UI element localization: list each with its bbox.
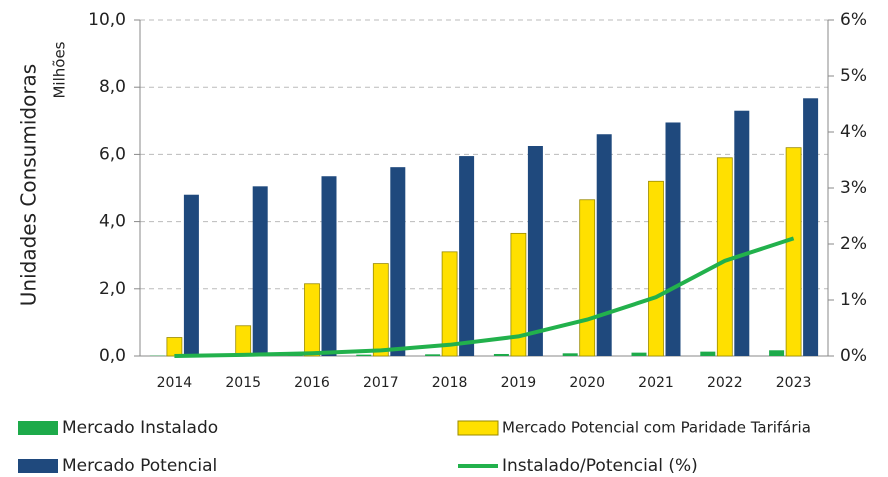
y2-tick-label: 4% xyxy=(840,122,867,142)
x-tick-label: 2023 xyxy=(776,375,812,391)
x-tick-label: 2021 xyxy=(638,375,674,391)
bar xyxy=(493,353,509,356)
y-axis-title: Unidades Consumidoras xyxy=(17,64,41,306)
bar xyxy=(716,157,733,357)
x-tick-label: 2015 xyxy=(225,375,261,391)
y2-tick-label: 5% xyxy=(840,66,867,86)
bar xyxy=(785,147,802,357)
bar xyxy=(390,167,406,356)
legend-swatch xyxy=(18,459,58,473)
y-tick-label: 2,0 xyxy=(99,279,126,299)
line xyxy=(174,236,795,358)
bar xyxy=(631,352,647,356)
y-tick-label: 0,0 xyxy=(99,346,126,366)
legend-swatch xyxy=(457,420,499,436)
bar xyxy=(372,263,389,357)
legend-label: Mercado Potencial xyxy=(62,456,217,476)
bar xyxy=(304,283,320,357)
y2-tick-label: 3% xyxy=(840,178,867,198)
bar xyxy=(252,186,268,356)
bar xyxy=(596,134,612,356)
bar xyxy=(579,199,596,357)
bar xyxy=(183,194,199,356)
y-unit-label: Milhões xyxy=(51,41,69,98)
x-tick-label: 2018 xyxy=(432,375,468,391)
x-tick-label: 2020 xyxy=(569,375,605,391)
x-tick-label: 2019 xyxy=(501,375,537,391)
bar xyxy=(648,180,664,357)
y-tick-label: 4,0 xyxy=(99,212,126,232)
x-tick-label: 2016 xyxy=(294,375,330,391)
y2-tick-label: 6% xyxy=(840,10,867,30)
x-tick-label: 2017 xyxy=(363,375,399,391)
bar xyxy=(769,350,785,356)
bar xyxy=(527,146,543,356)
bar xyxy=(562,353,578,356)
bar xyxy=(441,251,458,357)
bar xyxy=(356,354,372,356)
bar xyxy=(321,176,337,356)
bar xyxy=(425,354,441,356)
bar xyxy=(665,122,681,356)
y-tick-label: 6,0 xyxy=(99,144,126,164)
bar xyxy=(166,337,183,357)
bar xyxy=(510,232,527,357)
x-tick-label: 2014 xyxy=(157,375,193,391)
legend-swatch xyxy=(18,421,58,435)
y-tick-label: 10,0 xyxy=(88,10,126,30)
bar xyxy=(734,110,750,356)
y2-tick-label: 2% xyxy=(840,234,867,254)
bar xyxy=(459,156,475,356)
y2-tick-label: 0% xyxy=(840,346,867,366)
legend-label: Instalado/Potencial (%) xyxy=(502,456,698,476)
bar xyxy=(803,98,819,357)
bar xyxy=(235,325,252,357)
legend-label: Mercado Instalado xyxy=(62,418,218,438)
y-tick-label: 8,0 xyxy=(99,77,126,97)
bar xyxy=(700,351,716,356)
legend-label: Mercado Potencial com Paridade Tarifária xyxy=(502,419,811,437)
y2-tick-label: 1% xyxy=(840,290,867,310)
x-tick-label: 2022 xyxy=(707,375,743,391)
